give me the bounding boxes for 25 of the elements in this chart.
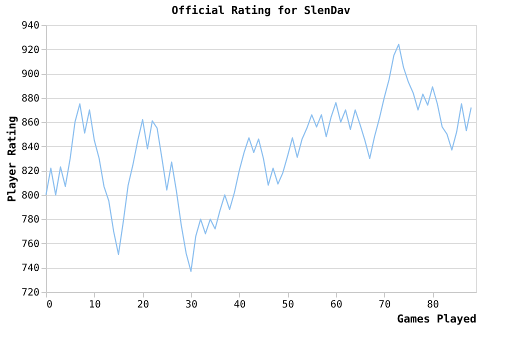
y-tick-label: 860 <box>21 118 40 129</box>
y-tick-label: 920 <box>21 44 40 56</box>
y-tick-label: 740 <box>21 263 40 274</box>
x-tick-label: 70 <box>378 300 391 310</box>
line-series <box>45 44 472 272</box>
x-tick-label: 20 <box>137 300 150 310</box>
y-tick-label: 780 <box>21 214 40 226</box>
y-tick-label: 820 <box>21 166 40 178</box>
y-tick-label: 840 <box>21 142 40 153</box>
x-tick-label: 80 <box>426 300 440 310</box>
x-tick-label: 60 <box>330 300 342 310</box>
y-tick-label: 800 <box>21 190 40 202</box>
x-tick-label: 0 <box>46 300 53 310</box>
chart-title: Official Rating for SlenDav <box>172 4 351 17</box>
y-tick-label: 900 <box>21 69 40 80</box>
x-tick-label: 30 <box>185 300 198 310</box>
x-axis-title: Games Played <box>397 312 476 326</box>
y-tick-label: 720 <box>21 288 40 298</box>
y-tick-label: 760 <box>21 238 40 250</box>
y-axis-title: Player Rating <box>5 116 18 202</box>
y-tick-label: 880 <box>21 93 40 104</box>
x-tick-label: 40 <box>234 300 246 310</box>
x-tick-label: 50 <box>282 300 294 310</box>
y-tick-label: 940 <box>21 20 40 32</box>
x-tick-label: 10 <box>88 300 101 310</box>
